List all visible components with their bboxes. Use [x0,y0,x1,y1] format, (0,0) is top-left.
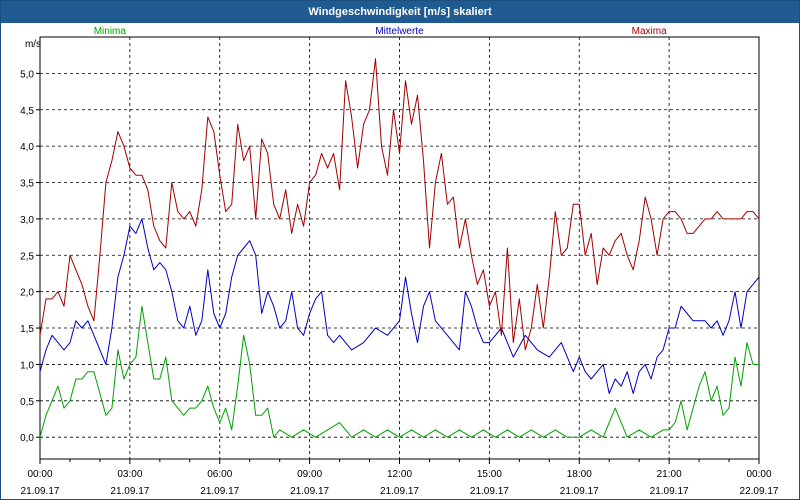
x-tick-date: 21.09.17 [650,486,689,497]
x-tick-date: 21.09.17 [21,486,60,497]
y-tick-label: 2,0 [20,288,34,299]
legend-item-minima: Minima [94,26,127,37]
y-tick-label: 1,5 [20,324,34,335]
chart-canvas: 0,0 0,5 1,0 1,5 2,0 2,5 3,0 3,5 4,0 4,5 5,0 00:00 2… [20,26,779,497]
x-tick-date: 22.09.17 [740,486,779,497]
x-tick-time: 00:00 [27,469,52,480]
y-tick-label: 0,0 [20,433,34,444]
x-tick-time: 21:00 [657,469,682,480]
series-line-mittelwerte [39,218,760,394]
x-tick-time: 03:00 [117,469,142,480]
y-tick-label: 2,5 [20,251,34,262]
series-lines [39,58,760,438]
x-tick-date: 21.09.17 [470,486,509,497]
x-tick-date: 21.09.17 [200,486,239,497]
chart-axes [36,36,760,464]
x-tick-time: 15:00 [477,469,502,480]
y-axis-label: m/s [25,39,41,50]
x-tick-time: 12:00 [387,469,412,480]
series-line-maxima [39,58,760,351]
window-title: Windgeschwindigkeit [m/s] skaliert [1,1,799,23]
x-tick-labels: 00:00 21.09.17 03:00 21.09.17 06:00 21.09.17 0… [21,469,779,497]
y-tick-label: 0,5 [20,397,34,408]
legend-item-maxima: Maxima [632,26,667,37]
x-tick-date: 21.09.17 [290,486,329,497]
x-tick-date: 21.09.17 [110,486,149,497]
x-tick-time: 00:00 [746,469,771,480]
legend-item-mittelwerte: Mittelwerte [375,26,424,37]
y-tick-label: 4,0 [20,142,34,153]
x-tick-time: 06:00 [207,469,232,480]
x-tick-date: 21.09.17 [560,486,599,497]
x-tick-time: 18:00 [567,469,592,480]
plot-frame [39,36,760,460]
series-line-minima [39,305,759,438]
y-tick-labels: 0,0 0,5 1,0 1,5 2,0 2,5 3,0 3,5 4,0 4,5 5,0 [20,69,34,444]
y-tick-label: 1,0 [20,360,34,371]
y-tick-label: 5,0 [20,69,34,80]
y-tick-label: 3,0 [20,215,34,226]
x-tick-time: 09:00 [297,469,322,480]
y-tick-label: 4,5 [20,106,34,117]
legend: Minima Mittelwerte Maxima [94,26,667,37]
y-tick-label: 3,5 [20,179,34,190]
grid-lines [40,37,759,459]
x-tick-date: 21.09.17 [380,486,419,497]
